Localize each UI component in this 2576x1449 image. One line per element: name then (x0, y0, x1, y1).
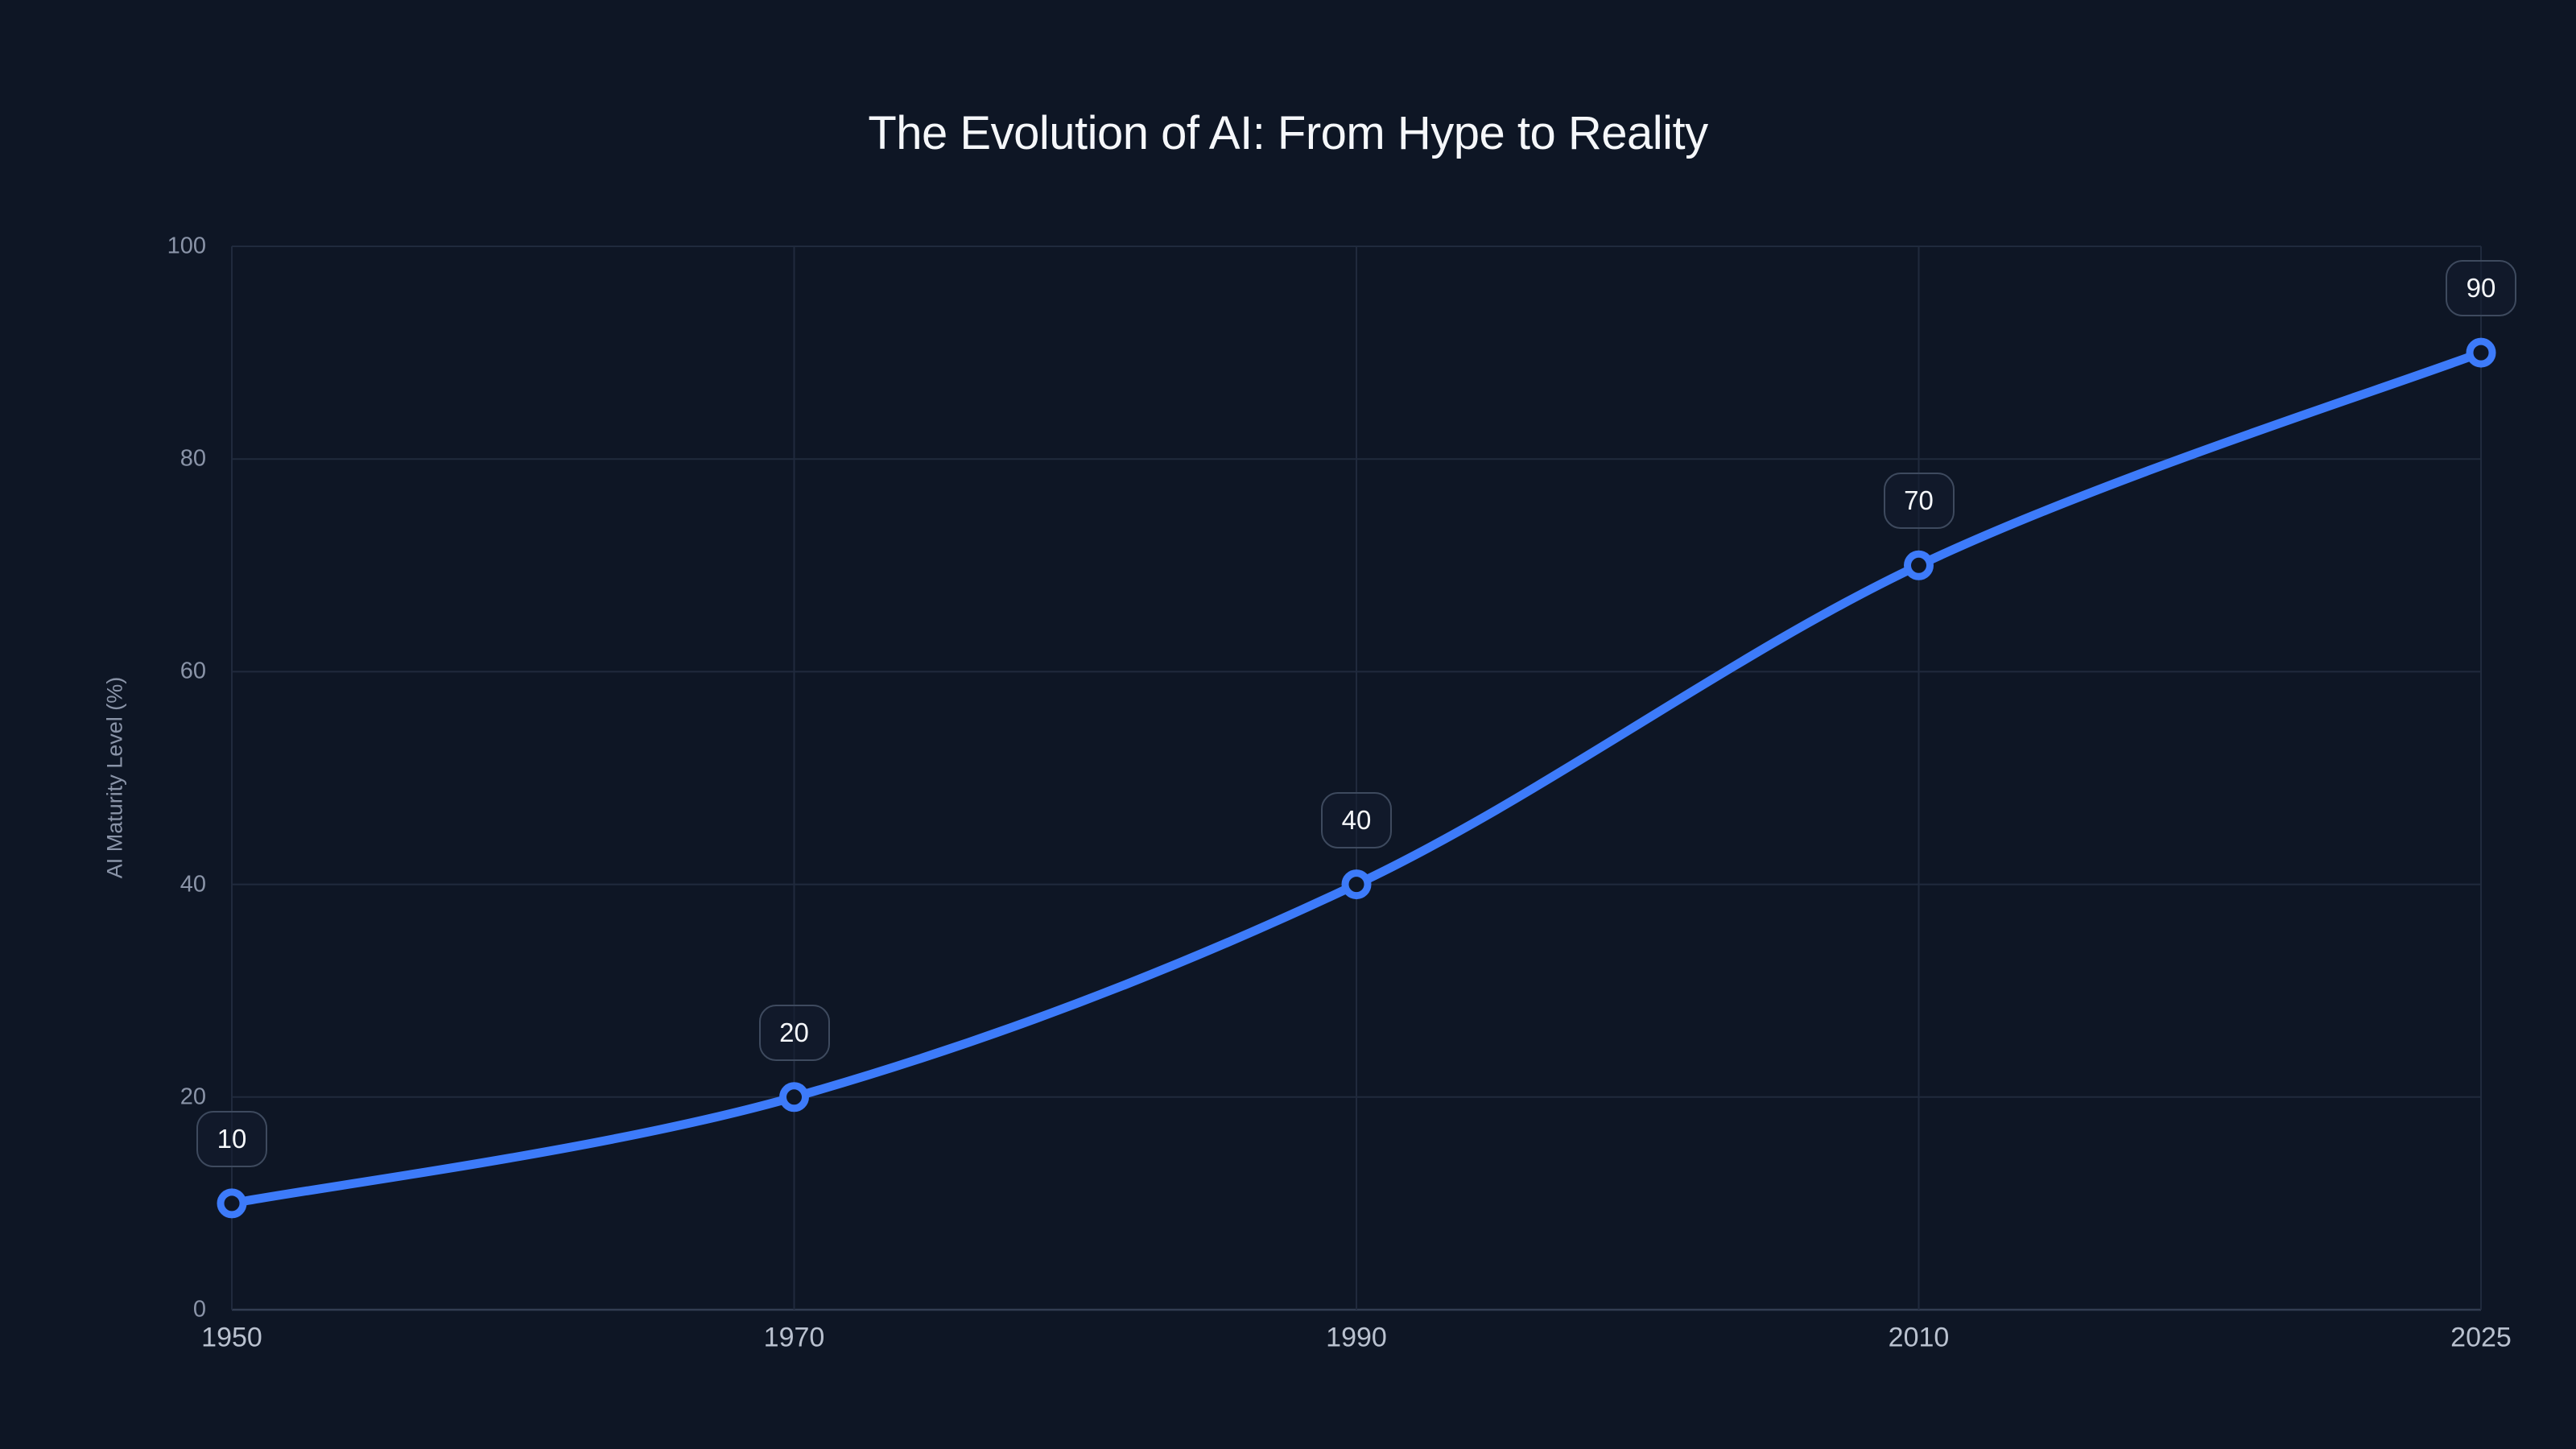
chart-title: The Evolution of AI: From Hype to Realit… (868, 107, 1708, 159)
data-point[interactable] (1904, 550, 1934, 580)
data-point[interactable] (1341, 869, 1372, 900)
data-point[interactable] (217, 1188, 247, 1219)
data-point[interactable] (2466, 337, 2496, 368)
data-point[interactable] (779, 1082, 809, 1113)
